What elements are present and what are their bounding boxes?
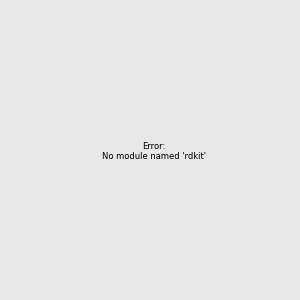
- Text: Error:
No module named 'rdkit': Error: No module named 'rdkit': [102, 142, 206, 161]
